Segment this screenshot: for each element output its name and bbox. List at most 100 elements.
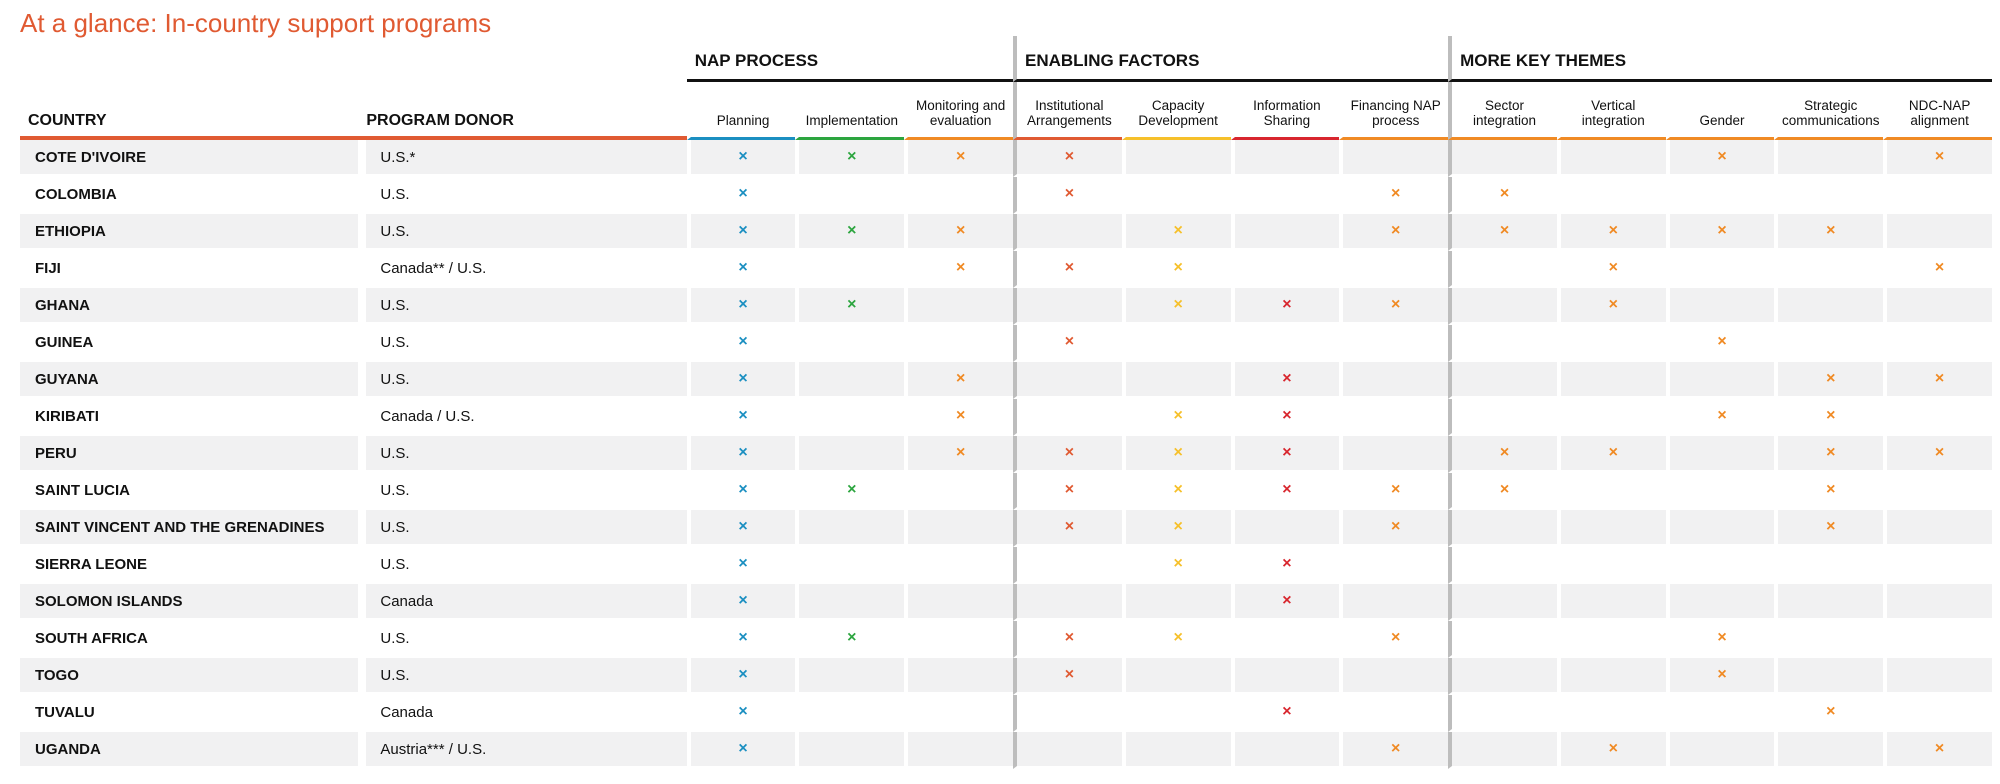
x-mark-icon: ×: [1717, 629, 1727, 646]
mark-cell: ×: [1774, 362, 1884, 399]
x-mark-icon: ×: [1282, 555, 1292, 572]
mark-cell: [904, 325, 1013, 362]
mark-cell: [1230, 658, 1340, 695]
x-mark-icon: ×: [738, 666, 748, 683]
x-mark-icon: ×: [1608, 296, 1618, 313]
x-mark-icon: ×: [1173, 259, 1183, 276]
x-mark-icon: ×: [1717, 407, 1727, 424]
x-mark-icon: ×: [738, 555, 748, 572]
donor-cell: U.S.: [358, 325, 687, 362]
mark-cell: [1448, 288, 1557, 325]
mark-cell: [1230, 251, 1340, 288]
mark-cell: ×: [1121, 288, 1231, 325]
table-row: SAINT VINCENT AND THE GRENADINES U.S. × × × ×…: [20, 510, 1992, 547]
mark-cell: [904, 547, 1013, 584]
mark-cell: ×: [1556, 288, 1666, 325]
x-mark-icon: ×: [738, 296, 748, 313]
x-mark-icon: ×: [1282, 481, 1292, 498]
donor-cell: Canada: [358, 695, 687, 732]
mark-cell: ×: [686, 473, 796, 510]
donor-cell: U.S.: [358, 473, 687, 510]
mark-cell: ×: [1013, 658, 1122, 695]
x-mark-icon: ×: [1064, 148, 1075, 165]
x-mark-icon: ×: [847, 148, 857, 165]
mark-cell: ×: [1013, 510, 1122, 547]
mark-cell: ×: [1339, 177, 1449, 214]
mark-cell: [1230, 214, 1340, 251]
country-cell: ETHIOPIA: [20, 214, 359, 251]
mark-cell: [1013, 695, 1122, 732]
x-mark-icon: ×: [738, 518, 748, 535]
mark-cell: ×: [1121, 547, 1231, 584]
table-row: SAINT LUCIA U.S. × × × × × × × ×: [20, 473, 1992, 510]
x-mark-icon: ×: [955, 407, 966, 424]
x-mark-icon: ×: [1499, 481, 1510, 498]
mark-cell: [1883, 177, 1992, 214]
table-row: GUINEA U.S. × × ×: [20, 325, 1992, 362]
x-mark-icon: ×: [1173, 481, 1183, 498]
mark-cell: [1883, 473, 1992, 510]
x-mark-icon: ×: [1608, 444, 1618, 461]
mark-cell: [1013, 547, 1122, 584]
mark-cell: ×: [686, 732, 796, 769]
x-mark-icon: ×: [1934, 740, 1945, 757]
mark-cell: [795, 251, 905, 288]
table-row: KIRIBATI Canada / U.S. × × × × × ×: [20, 399, 1992, 436]
x-mark-icon: ×: [738, 481, 748, 498]
x-mark-icon: ×: [1391, 296, 1401, 313]
column-header: NDC-NAP alignment: [1883, 82, 1992, 140]
x-mark-icon: ×: [847, 629, 857, 646]
x-mark-icon: ×: [955, 444, 966, 461]
column-header: Implementation: [795, 82, 905, 140]
mark-cell: ×: [686, 251, 796, 288]
x-mark-icon: ×: [1282, 444, 1292, 461]
column-header: Monitoring and evaluation: [904, 82, 1013, 140]
x-mark-icon: ×: [1173, 407, 1183, 424]
mark-cell: [1774, 251, 1884, 288]
x-mark-icon: ×: [1282, 370, 1292, 387]
mark-cell: [1774, 140, 1884, 177]
mark-cell: [1121, 325, 1231, 362]
mark-cell: [1013, 584, 1122, 621]
mark-cell: ×: [1013, 140, 1122, 177]
x-mark-icon: ×: [1717, 666, 1727, 683]
mark-cell: ×: [1121, 251, 1231, 288]
x-mark-icon: ×: [1282, 296, 1292, 313]
x-mark-icon: ×: [738, 629, 748, 646]
mark-cell: [1013, 362, 1122, 399]
mark-cell: ×: [1556, 214, 1666, 251]
table-row: TOGO U.S. × × ×: [20, 658, 1992, 695]
mark-cell: [1556, 473, 1666, 510]
mark-cell: [1774, 547, 1884, 584]
mark-cell: ×: [686, 584, 796, 621]
table-row: FIJI Canada** / U.S. × × × × × ×: [20, 251, 1992, 288]
mark-cell: ×: [1665, 399, 1775, 436]
mark-cell: [1339, 140, 1449, 177]
country-cell: SOLOMON ISLANDS: [20, 584, 359, 621]
mark-cell: [1556, 325, 1666, 362]
mark-cell: ×: [1665, 658, 1775, 695]
mark-cell: [1665, 436, 1775, 473]
mark-cell: [1013, 732, 1122, 769]
mark-cell: [1230, 325, 1340, 362]
mark-cell: [795, 177, 905, 214]
mark-cell: [1339, 325, 1449, 362]
mark-cell: [1883, 288, 1992, 325]
x-mark-icon: ×: [955, 259, 966, 276]
mark-cell: [1339, 399, 1449, 436]
table-row: SOLOMON ISLANDS Canada × ×: [20, 584, 1992, 621]
mark-cell: ×: [1665, 325, 1775, 362]
mark-cell: [1556, 510, 1666, 547]
mark-cell: [1665, 584, 1775, 621]
mark-cell: ×: [1339, 621, 1449, 658]
donor-cell: U.S.: [358, 288, 687, 325]
mark-cell: ×: [686, 436, 796, 473]
mark-cell: [1665, 473, 1775, 510]
mark-cell: ×: [686, 547, 796, 584]
mark-cell: [795, 695, 905, 732]
mark-cell: [1665, 362, 1775, 399]
mark-cell: [1448, 140, 1557, 177]
column-header: Financing NAP process: [1339, 82, 1449, 140]
x-mark-icon: ×: [1173, 629, 1183, 646]
mark-cell: ×: [686, 325, 796, 362]
